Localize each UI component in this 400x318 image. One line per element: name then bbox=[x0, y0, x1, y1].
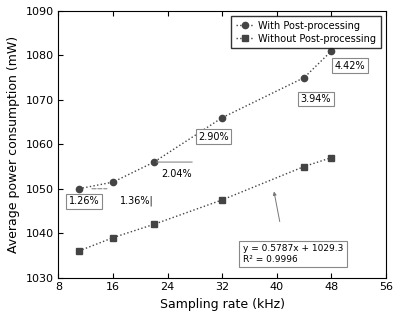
Y-axis label: Average power consumption (mW): Average power consumption (mW) bbox=[7, 36, 20, 253]
Without Post-processing bbox=[76, 249, 81, 253]
With Post-processing bbox=[220, 116, 225, 120]
Text: y = 0.5787x + 1029.3
R² = 0.9996: y = 0.5787x + 1029.3 R² = 0.9996 bbox=[243, 244, 343, 264]
Without Post-processing bbox=[111, 236, 116, 239]
Text: 1.36%|: 1.36%| bbox=[120, 195, 154, 206]
With Post-processing bbox=[111, 180, 116, 184]
With Post-processing bbox=[302, 76, 306, 80]
Legend: With Post-processing, Without Post-processing: With Post-processing, Without Post-proce… bbox=[231, 16, 381, 48]
Without Post-processing bbox=[152, 222, 156, 226]
Text: 2.90%: 2.90% bbox=[198, 132, 229, 142]
X-axis label: Sampling rate (kHz): Sampling rate (kHz) bbox=[160, 298, 285, 311]
Without Post-processing bbox=[220, 198, 225, 202]
With Post-processing bbox=[76, 187, 81, 191]
Line: Without Post-processing: Without Post-processing bbox=[76, 155, 334, 254]
Without Post-processing bbox=[329, 156, 334, 160]
Text: 1.26%: 1.26% bbox=[69, 196, 99, 206]
Text: 2.04%: 2.04% bbox=[161, 169, 192, 179]
Text: 3.94%: 3.94% bbox=[301, 94, 331, 104]
With Post-processing bbox=[152, 160, 156, 164]
Line: With Post-processing: With Post-processing bbox=[76, 48, 334, 192]
Text: 4.42%: 4.42% bbox=[335, 61, 366, 71]
Without Post-processing bbox=[302, 165, 306, 169]
With Post-processing bbox=[329, 49, 334, 53]
